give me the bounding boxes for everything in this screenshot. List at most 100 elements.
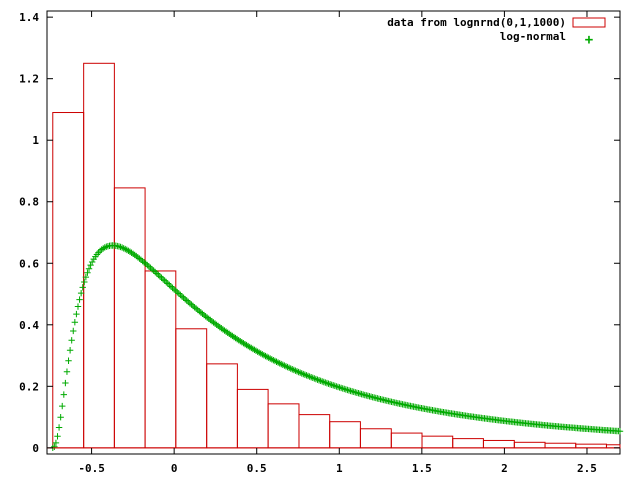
lognormal-point <box>331 382 339 390</box>
lognormal-point <box>164 280 171 287</box>
lognormal-point <box>328 381 335 388</box>
lognormal-point <box>88 258 96 266</box>
histogram-bar <box>267 403 300 449</box>
lognormal-point <box>314 376 321 383</box>
legend-marker-lognormal: + <box>585 32 593 48</box>
lognormal-point <box>311 375 318 382</box>
lognormal-point <box>298 370 305 377</box>
lognormal-point <box>303 372 310 379</box>
histogram-bar <box>52 112 85 449</box>
histogram-bar <box>452 438 484 449</box>
lognormal-point <box>54 433 61 440</box>
lognormal-point <box>84 269 91 276</box>
lognormal-point <box>270 356 277 364</box>
histogram-bar <box>329 421 361 449</box>
x-tick-label: 0.5 <box>247 462 267 475</box>
lognormal-point <box>274 359 282 366</box>
lognormal-point <box>337 384 345 392</box>
lognormal-point <box>307 374 315 381</box>
lognormal-point <box>320 378 327 386</box>
lognormal-point <box>151 268 159 276</box>
y-tick-label: 0.8 <box>19 196 39 209</box>
lognormal-point <box>267 355 274 362</box>
lognormal-point <box>120 245 127 252</box>
lognormal-point <box>158 274 165 281</box>
lognormal-point <box>65 357 72 364</box>
histogram-bar <box>513 441 546 449</box>
y-tick-label: 0.4 <box>19 319 39 332</box>
lognormal-point <box>118 244 126 251</box>
lognormal-point <box>334 383 342 391</box>
lognormal-point <box>276 360 283 367</box>
lognormal-point <box>306 373 313 380</box>
lognormal-point <box>312 375 320 383</box>
lognormal-point <box>281 362 288 369</box>
lognormal-point <box>153 270 160 277</box>
lognormal-point <box>76 296 83 303</box>
lognormal-point <box>60 391 68 398</box>
lognormal-point <box>282 363 290 370</box>
lognormal-point <box>304 372 312 380</box>
legend-swatch-histogram <box>572 17 606 28</box>
lognormal-point <box>330 382 337 389</box>
lognormal-point <box>145 263 153 270</box>
lognormal-point <box>77 289 85 297</box>
lognormal-point <box>325 380 332 387</box>
lognormal-point <box>273 358 280 365</box>
lognormal-point <box>278 360 285 368</box>
lognormal-point <box>268 356 275 363</box>
lognormal-point <box>74 303 82 310</box>
lognormal-point <box>322 379 329 386</box>
lognormal-point <box>177 291 184 299</box>
lognormal-point <box>319 378 326 385</box>
lognormal-point <box>62 379 69 387</box>
legend-label-lognormal: log-normal <box>500 30 566 43</box>
axes: -0.5 0 0.5 1 1.5 2 2.5 0 0.2 0.4 0.6 0.8 1 1.2 1.4 <box>19 11 620 475</box>
lognormal-point <box>172 287 179 294</box>
lognormal-point <box>290 366 298 374</box>
lognormal-point <box>59 402 66 410</box>
histogram-bar <box>390 432 423 449</box>
lognormal-point <box>66 347 74 354</box>
lognormal-point <box>186 300 194 307</box>
lognormal-point <box>169 284 176 292</box>
y-tick-label: 1.4 <box>19 11 39 24</box>
x-tick-label: 0 <box>171 462 178 475</box>
x-tick-label: 1 <box>336 462 343 475</box>
lognormal-point <box>175 290 183 297</box>
lognormal-point <box>300 370 307 378</box>
lognormal-point <box>189 302 197 310</box>
lognormal-point <box>167 283 175 290</box>
histogram-bar <box>359 428 392 449</box>
legend-label-histogram: data from lognrnd(0,1,1000) <box>387 16 566 29</box>
lognormal-point <box>292 367 299 374</box>
x-tick-label: 2.5 <box>577 462 597 475</box>
lognormal-point <box>163 278 170 286</box>
lognormal-point <box>55 424 63 431</box>
lognormal-point <box>178 293 186 300</box>
y-tick-label: 0.2 <box>19 380 39 393</box>
lognormal-point <box>70 327 77 335</box>
lognormal-point <box>174 288 181 296</box>
y-tick-label: 1 <box>32 134 39 147</box>
lognormal-point <box>323 379 331 387</box>
lognormal-point <box>315 377 323 384</box>
y-tick-label: 0 <box>32 442 39 455</box>
x-tick-label: 2 <box>501 462 508 475</box>
histogram-bar <box>575 443 607 449</box>
y-tick-label: 1.2 <box>19 73 39 86</box>
x-tick-label: -0.5 <box>78 462 105 475</box>
lognormal-point <box>51 443 58 450</box>
lognormal-point <box>183 297 190 304</box>
histogram-bar <box>175 328 208 449</box>
lognormal-point <box>117 243 124 251</box>
lognormal-point <box>155 271 162 279</box>
lognormal-point <box>139 257 146 265</box>
lognormal-point <box>52 439 60 447</box>
lognormal-point <box>271 357 279 365</box>
lognormal-point <box>181 295 189 303</box>
lognormal-point <box>103 243 110 250</box>
lognormal-point <box>150 267 157 274</box>
lognormal-point <box>301 371 309 378</box>
